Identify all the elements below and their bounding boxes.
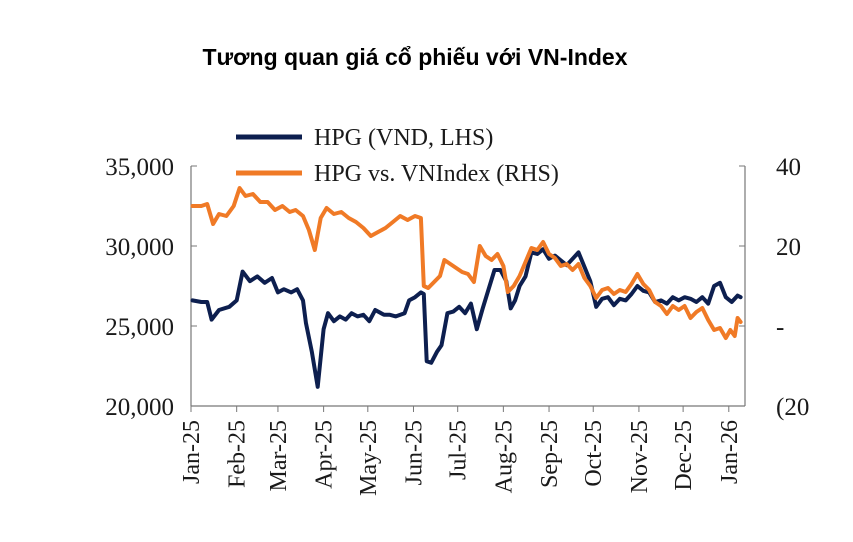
chart-title: Tương quan giá cổ phiếu với VN-Index	[202, 44, 628, 70]
y-right-tick-label: -	[776, 314, 784, 341]
legend-label: HPG vs. VNIndex (RHS)	[314, 161, 559, 187]
y-right-tick-label: 20	[776, 234, 801, 261]
x-tick-label: Jun-25	[401, 420, 427, 485]
x-tick-label: Feb-25	[225, 420, 251, 488]
y-left-tick-label: 30,000	[105, 234, 174, 261]
series-line-hpg-vs-vnindex	[190, 186, 743, 340]
chart-legend: HPG (VND, LHS) HPG vs. VNIndex (RHS)	[236, 125, 559, 187]
x-tick-label: Jan-26	[717, 420, 743, 484]
x-tick-label: Jul-25	[446, 420, 472, 480]
y-right-tick-label: (20	[776, 394, 809, 421]
x-tick-label: Sep-25	[537, 420, 563, 488]
plot-lines	[190, 186, 743, 389]
x-tick-label: Dec-25	[671, 420, 697, 491]
x-tick-label: Nov-25	[627, 420, 653, 493]
y-left-tick-label: 35,000	[105, 154, 174, 181]
x-tick-label: Oct-25	[581, 420, 607, 487]
y-left-tick-label: 25,000	[105, 314, 174, 341]
legend-label: HPG (VND, LHS)	[314, 125, 493, 151]
y-right-tick-label: 40	[776, 154, 801, 181]
x-tick-label: May-25	[356, 420, 382, 496]
chart-axes: 35,000 30,000 25,000 20,000 40 20 - (20 Jan-25 Fe…	[105, 154, 809, 496]
x-tick-label: Apr-25	[312, 420, 338, 489]
y-left-tick-label: 20,000	[105, 394, 174, 421]
x-tick-label: Aug-25	[491, 420, 517, 493]
x-tick-label: Jan-25	[179, 420, 205, 484]
series-line-hpg	[190, 247, 743, 389]
x-tick-label: Mar-25	[266, 420, 292, 492]
